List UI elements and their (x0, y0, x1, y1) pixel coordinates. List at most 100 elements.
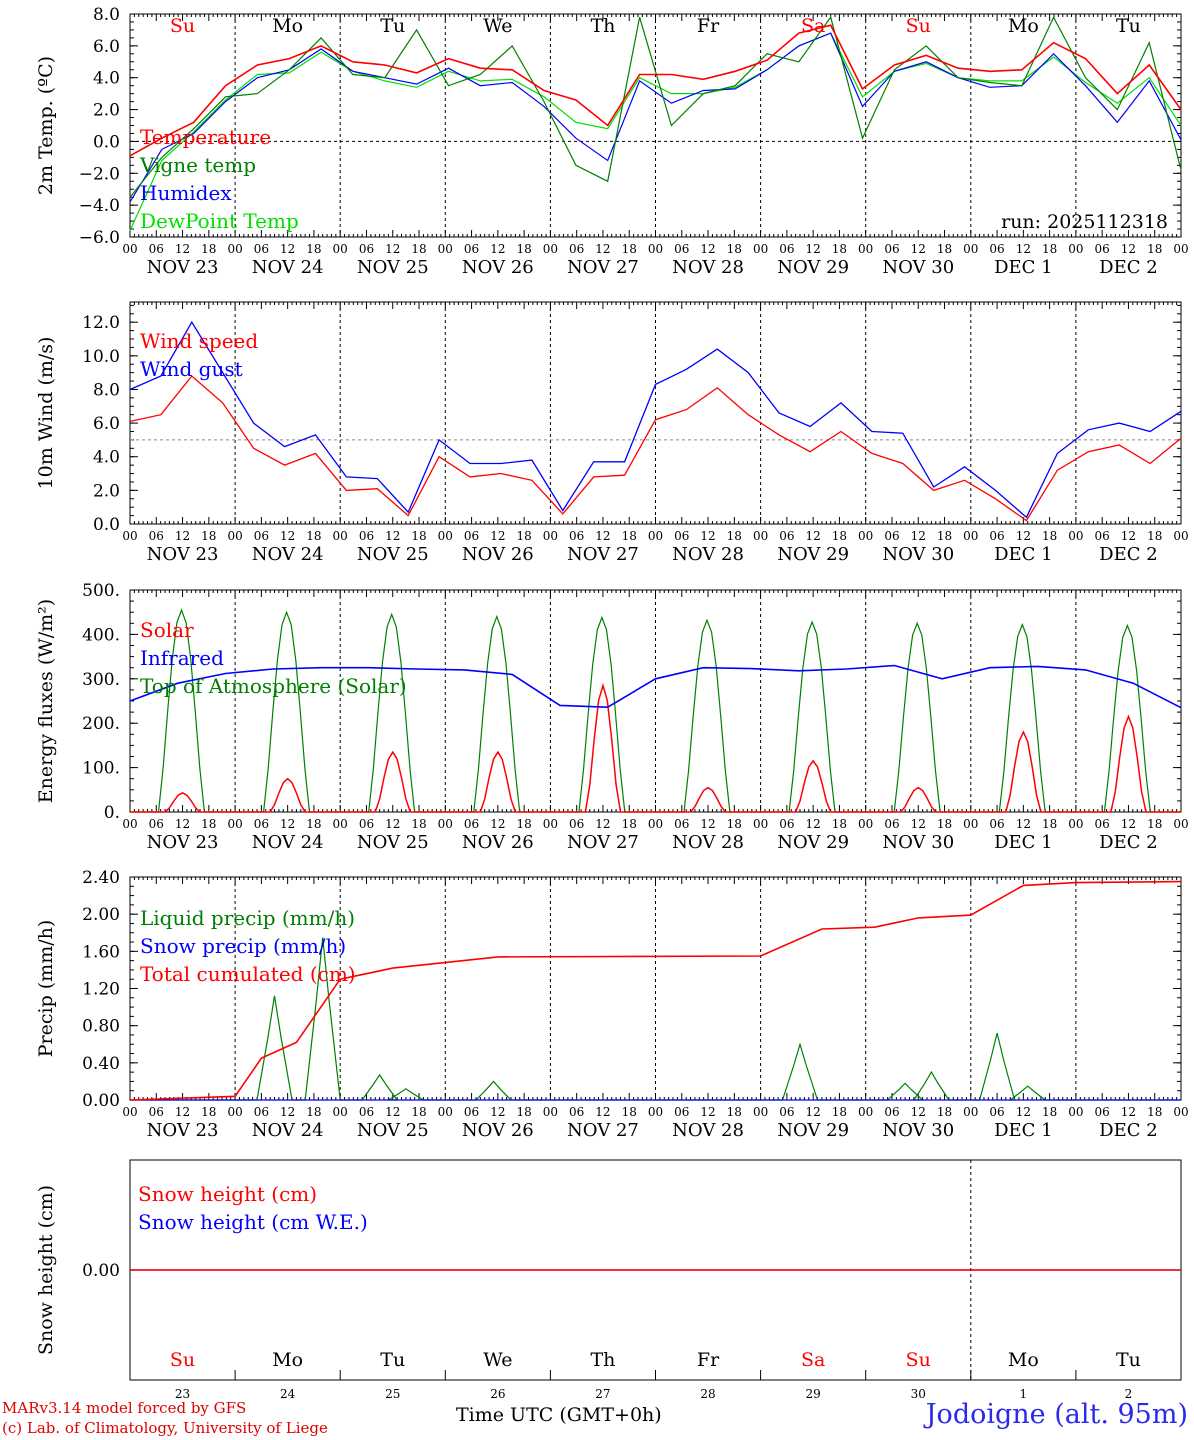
x-hour-label: 06 (674, 529, 689, 543)
x-hour-label: 00 (753, 817, 768, 831)
x-hour-label: 00 (227, 242, 242, 256)
weekday-label: Su (170, 15, 195, 37)
x-hour-label: 12 (490, 1105, 505, 1119)
x-hour-label: 18 (1042, 242, 1057, 256)
x-hour-label: 12 (490, 817, 505, 831)
x-hour-label: 18 (516, 242, 531, 256)
x-day-label: NOV 23 (147, 832, 219, 853)
day-number-label: 23 (175, 1387, 190, 1401)
x-hour-label: 12 (595, 1105, 610, 1119)
x-hour-label: 00 (1068, 817, 1083, 831)
legend-entry: Wind speed (140, 329, 258, 353)
x-hour-label: 00 (858, 529, 873, 543)
x-hour-label: 06 (674, 817, 689, 831)
x-day-label: DEC 1 (994, 257, 1053, 278)
x-day-label: NOV 28 (672, 257, 744, 278)
x-hour-label: 06 (884, 1105, 899, 1119)
temp-series-humidex (129, 32, 1182, 203)
legend-entry: Snow height (cm W.E.) (138, 1210, 368, 1234)
x-hour-label: 00 (438, 1105, 453, 1119)
x-hour-label: 00 (963, 529, 978, 543)
x-hour-label: 12 (911, 817, 926, 831)
x-hour-label: 00 (333, 529, 348, 543)
x-hour-label: 00 (1068, 529, 1083, 543)
x-hour-label: 00 (858, 1105, 873, 1119)
x-hour-label: 18 (306, 529, 321, 543)
x-hour-label: 06 (149, 529, 164, 543)
y-tick-label: −4.0 (79, 196, 120, 216)
x-day-label: NOV 29 (777, 544, 849, 565)
x-hour-label: 18 (411, 242, 426, 256)
x-hour-label: 06 (674, 242, 689, 256)
x-day-label: NOV 26 (462, 1120, 534, 1141)
x-day-label: NOV 30 (882, 257, 954, 278)
x-hour-label: 18 (1147, 817, 1162, 831)
x-day-label: NOV 26 (462, 257, 534, 278)
x-hour-label: 06 (149, 817, 164, 831)
x-day-label: NOV 25 (357, 544, 429, 565)
x-day-label: NOV 30 (882, 544, 954, 565)
day-number-label: 26 (490, 1387, 505, 1401)
x-hour-label: 18 (1147, 242, 1162, 256)
x-hour-label: 18 (727, 817, 742, 831)
legend-entry: Vigne temp (139, 153, 256, 177)
x-hour-label: 12 (175, 242, 190, 256)
weekday-label: Tu (380, 1349, 405, 1371)
x-hour-label: 12 (1121, 242, 1136, 256)
x-hour-label: 00 (648, 242, 663, 256)
y-tick-label: 100. (82, 759, 120, 779)
x-day-label: NOV 27 (567, 544, 639, 565)
x-hour-label: 00 (122, 529, 137, 543)
x-hour-label: 06 (1095, 242, 1110, 256)
x-hour-label: 18 (937, 817, 952, 831)
x-hour-label: 18 (1042, 1105, 1057, 1119)
x-hour-label: 12 (1016, 529, 1031, 543)
x-hour-label: 12 (490, 242, 505, 256)
time-axis-label: Time UTC (GMT+0h) (456, 1404, 662, 1426)
x-hour-label: 18 (622, 817, 637, 831)
lab-credit: (c) Lab. of Climatology, University of L… (2, 1419, 328, 1437)
x-hour-label: 18 (516, 529, 531, 543)
y-tick-label: 1.60 (82, 942, 120, 962)
day-number-label: 1 (1020, 1387, 1028, 1401)
y-tick-label: 2.0 (93, 481, 120, 501)
x-hour-label: 06 (149, 1105, 164, 1119)
weekday-label: Mo (1008, 1349, 1039, 1371)
x-hour-label: 00 (227, 529, 242, 543)
y-tick-label: 400. (82, 625, 120, 645)
x-hour-label: 06 (989, 242, 1004, 256)
x-hour-label: 06 (674, 1105, 689, 1119)
weekday-label: We (483, 15, 512, 37)
x-hour-label: 18 (1042, 817, 1057, 831)
day-number-label: 30 (911, 1387, 926, 1401)
x-hour-label: 12 (280, 242, 295, 256)
x-hour-label: 18 (1147, 529, 1162, 543)
wind-series-wind-speed (129, 375, 1182, 522)
x-hour-label: 18 (832, 242, 847, 256)
x-hour-label: 12 (385, 529, 400, 543)
x-hour-label: 00 (858, 242, 873, 256)
x-hour-label: 12 (1016, 242, 1031, 256)
x-day-label: NOV 24 (252, 544, 324, 565)
x-hour-label: 06 (884, 817, 899, 831)
x-hour-label: 18 (516, 817, 531, 831)
x-hour-label: 18 (832, 1105, 847, 1119)
run-label: run: 2025112318 (1001, 211, 1168, 233)
y-tick-label: 0. (104, 803, 120, 823)
x-hour-label: 00 (648, 1105, 663, 1119)
x-hour-label: 00 (543, 529, 558, 543)
x-day-label: NOV 27 (567, 832, 639, 853)
x-hour-label: 18 (727, 242, 742, 256)
x-hour-label: 00 (543, 242, 558, 256)
y-tick-label: 12.0 (82, 313, 120, 333)
x-hour-label: 12 (1016, 817, 1031, 831)
x-hour-label: 00 (1068, 242, 1083, 256)
y-tick-label: 500. (82, 581, 120, 601)
x-hour-label: 00 (333, 817, 348, 831)
x-hour-label: 12 (280, 1105, 295, 1119)
x-hour-label: 12 (911, 1105, 926, 1119)
weekday-label: Mo (272, 1349, 303, 1371)
x-day-label: NOV 24 (252, 1120, 324, 1141)
x-hour-label: 18 (201, 817, 216, 831)
x-hour-label: 06 (464, 529, 479, 543)
